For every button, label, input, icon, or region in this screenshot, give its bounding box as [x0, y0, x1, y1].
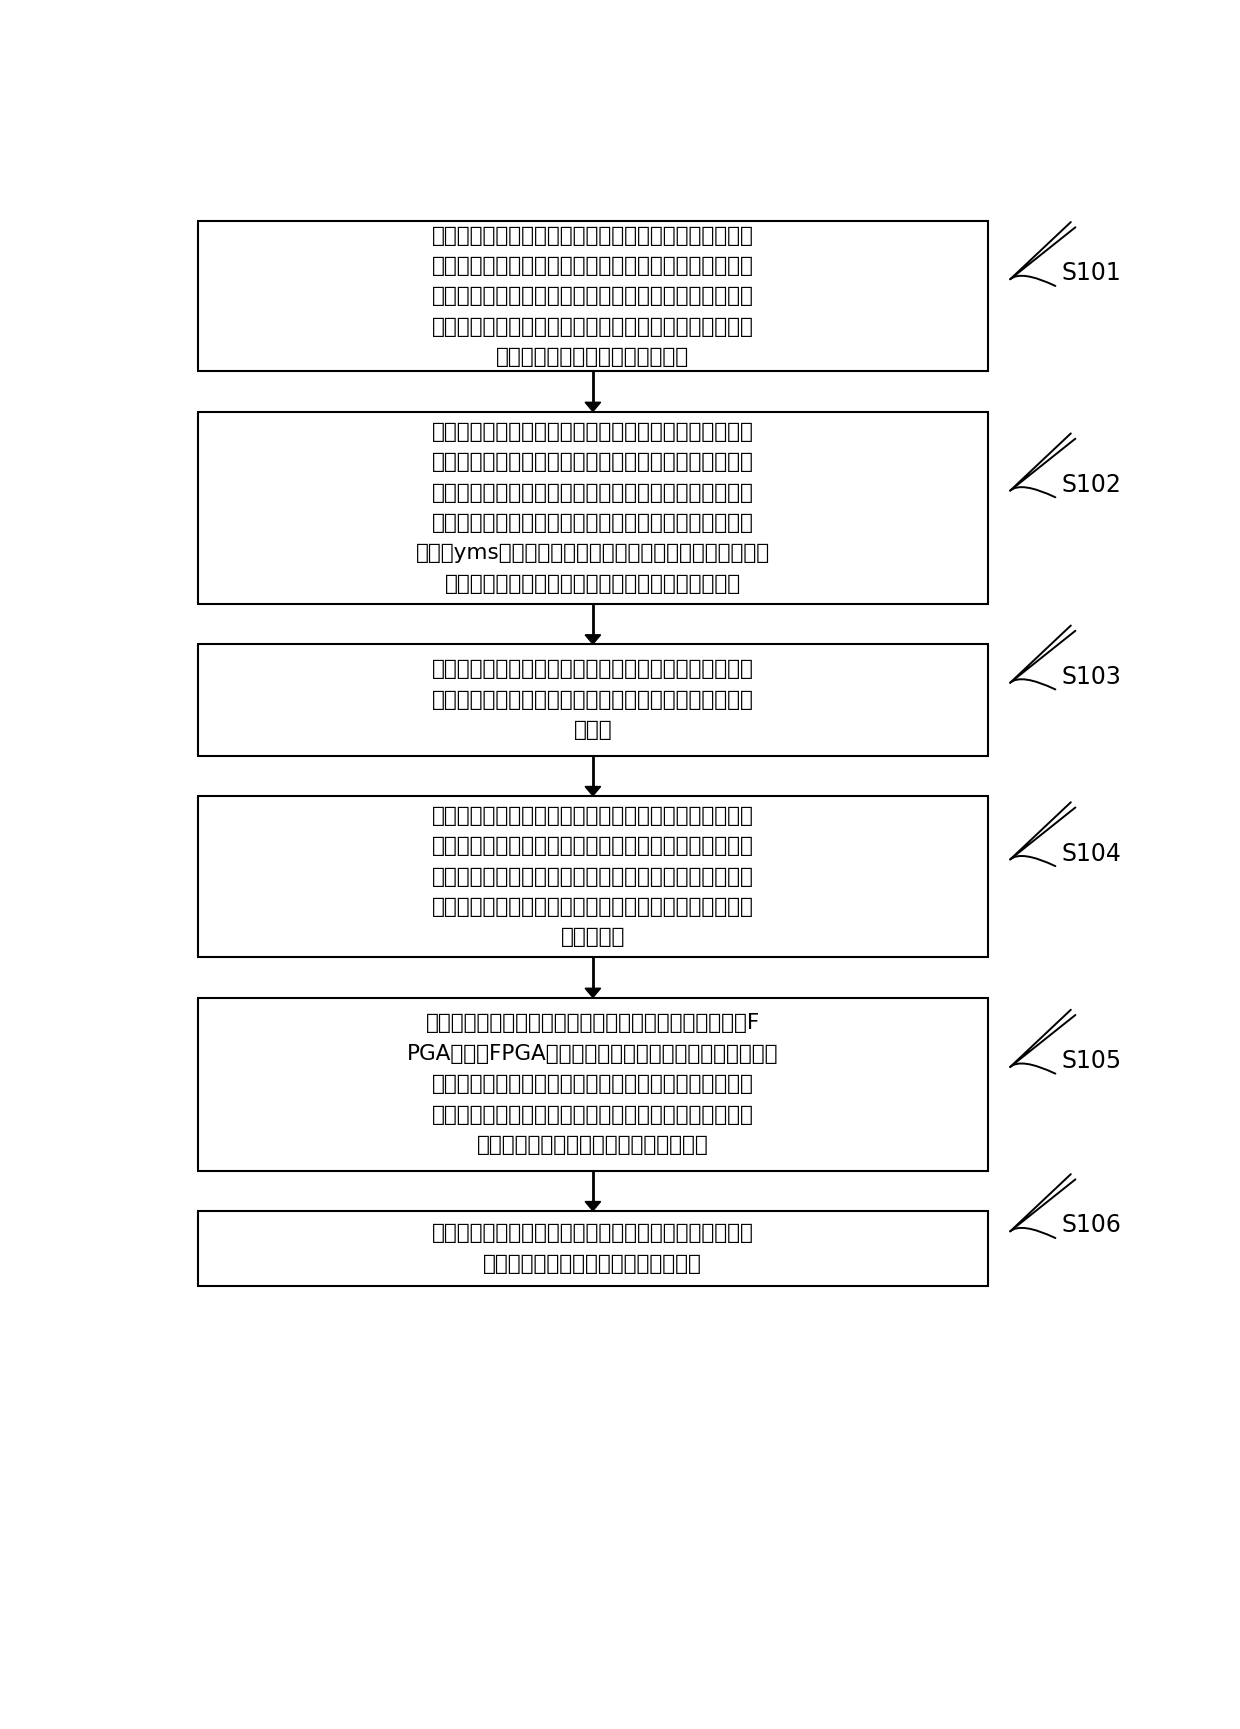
Text: 所述第一信号调理电路接收所述第一拉莫尔信号，并对所
述第一拉莫尔信号进行调理，得到磁场信号的第一方波信
号；同时所述第二信号调理电路接收所述第二拉莫尔信号
，并: 所述第一信号调理电路接收所述第一拉莫尔信号，并对所 述第一拉莫尔信号进行调理，得… [432, 806, 754, 947]
Text: 所述单片机根据接收到的磁场信号的计数信息和标准信号
的计数信息，计算得到磁场信号和频率: 所述单片机根据接收到的磁场信号的计数信息和标准信号 的计数信息，计算得到磁场信号… [432, 1224, 754, 1274]
Polygon shape [585, 787, 600, 795]
Bar [197, 1210, 988, 1286]
Text: S105: S105 [1061, 1050, 1122, 1074]
Text: 单片机通过所述控制电路对所述第一射频激发电路和所述
第二射频激发电路分别发送脉冲信号，以控制所述第一射
频激发电路和所述第二射频激发电路分别对所述第一磁传
感器: 单片机通过所述控制电路对所述第一射频激发电路和所述 第二射频激发电路分别发送脉冲… [432, 225, 754, 367]
Text: 在延时结束后，所述第一磁传感器和所述第二磁传感器对
磁场信号进行采集，分别得到第一拉莫尔信号和第二拉莫
尔信号: 在延时结束后，所述第一磁传感器和所述第二磁传感器对 磁场信号进行采集，分别得到第… [432, 659, 754, 740]
Text: S104: S104 [1061, 842, 1122, 866]
Text: 所述第一方波信号和所述第二方波信号被同时发送至所述F
PGA，所述FPGA根据接收到的所述第一方波信号、所述第
二方波信号和标准信号分别进行计数，得到磁场信号的: 所述第一方波信号和所述第二方波信号被同时发送至所述F PGA，所述FPGA根据接… [407, 1013, 779, 1155]
Polygon shape [585, 989, 600, 998]
Bar [197, 412, 988, 603]
Text: S103: S103 [1061, 664, 1122, 688]
Polygon shape [585, 635, 600, 645]
Bar [197, 645, 988, 756]
Polygon shape [585, 403, 600, 412]
Text: S102: S102 [1061, 472, 1122, 496]
Bar [197, 221, 988, 372]
Text: S101: S101 [1061, 261, 1121, 285]
Text: 所述单片机通过所述控制电路分别向所述第一直流脉冲电
路和所述第二直流脉冲电路同时发送控制脉冲信号，进而
分别控制所述第一直流脉冲电路和所述第二直流脉冲电路
同时: 所述单片机通过所述控制电路分别向所述第一直流脉冲电 路和所述第二直流脉冲电路同时… [415, 422, 770, 593]
Polygon shape [585, 1202, 600, 1210]
Bar [197, 998, 988, 1171]
Text: S106: S106 [1061, 1214, 1122, 1238]
Bar [197, 795, 988, 958]
